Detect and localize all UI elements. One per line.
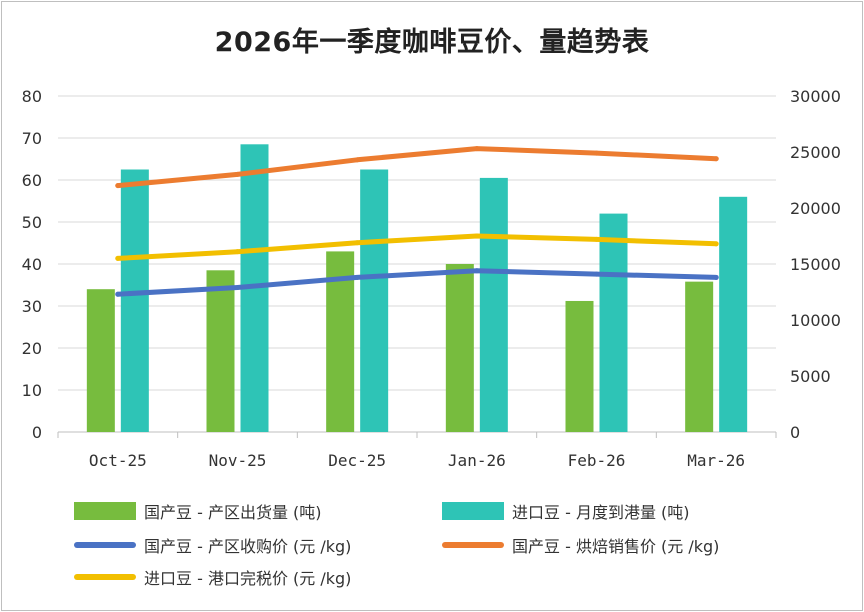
- line-point-s3-Dec-25: [354, 157, 360, 163]
- legend-label-domestic-roast-price: 国产豆 - 烘焙销售价 (元 /kg): [512, 537, 720, 556]
- y-left-tick-20: 20: [22, 339, 42, 358]
- line-point-s3-Mar-26: [713, 156, 719, 162]
- y-left-tick-60: 60: [22, 171, 42, 190]
- x-category-label-Mar-26: Mar-26: [687, 451, 745, 470]
- line-point-s3-Feb-26: [594, 150, 599, 156]
- legend-item-import-port-price: 进口豆 - 港口完税价 (元 /kg): [74, 565, 351, 589]
- bar-s0-Nov-25: [206, 270, 235, 432]
- line-point-s2-Feb-26: [594, 271, 599, 277]
- line-point-s3-Oct-25: [115, 183, 121, 189]
- bar-s0-Oct-25: [86, 289, 115, 432]
- y-right-tick-20000: 20000: [790, 199, 841, 218]
- line-point-s4-Jan-26: [474, 233, 480, 239]
- y-right-tick-10000: 10000: [790, 311, 841, 330]
- line-point-s3-Jan-26: [474, 146, 480, 152]
- bar-s1-Jan-26: [479, 177, 508, 432]
- line-series-3: [115, 146, 719, 189]
- line-point-s3-Nov-25: [235, 171, 240, 177]
- legend-label-domestic-purchase-price: 国产豆 - 产区收购价 (元 /kg): [144, 537, 352, 556]
- chart-title: 2026年一季度咖啡豆价、量趋势表: [214, 27, 650, 58]
- y-right-tick-15000: 15000: [790, 255, 841, 274]
- line-point-s2-Dec-25: [354, 274, 360, 280]
- legend-swatch-domestic-roast-price: [442, 542, 504, 548]
- line-point-s4-Oct-25: [115, 255, 121, 261]
- y-right-tick-30000: 30000: [790, 87, 841, 106]
- y-left-tick-50: 50: [22, 213, 42, 232]
- bar-s1-Dec-25: [360, 169, 389, 432]
- y-right-tick-0: 0: [790, 423, 800, 442]
- y-right-tick-5000: 5000: [790, 367, 831, 386]
- legend-swatch-domestic-purchase-price: [74, 542, 136, 548]
- line-point-s2-Oct-25: [115, 291, 121, 297]
- x-category-label-Feb-26: Feb-26: [568, 451, 626, 470]
- legend-item-domestic-purchase-price: 国产豆 - 产区收购价 (元 /kg): [74, 533, 351, 557]
- legend-swatch-import-arrival: [442, 502, 504, 520]
- line-point-s4-Nov-25: [235, 249, 240, 255]
- bar-s0-Feb-26: [565, 300, 594, 432]
- legend-swatch-import-port-price: [74, 574, 136, 580]
- line-series-2: [115, 268, 719, 297]
- y-left-tick-0: 0: [32, 423, 42, 442]
- legend-swatch-domestic-shipment: [74, 502, 136, 520]
- line-point-s2-Mar-26: [713, 274, 719, 280]
- y-left-tick-80: 80: [22, 87, 42, 106]
- bar-s0-Mar-26: [685, 281, 714, 432]
- bar-s1-Mar-26: [719, 196, 748, 432]
- y-left-tick-10: 10: [22, 381, 42, 400]
- legend-item-import-arrival: 进口豆 - 月度到港量 (吨): [442, 499, 690, 523]
- line-point-s4-Mar-26: [713, 241, 719, 247]
- bar-s0-Jan-26: [445, 264, 474, 432]
- x-category-label-Oct-25: Oct-25: [89, 451, 147, 470]
- bar-s1-Oct-25: [120, 169, 149, 432]
- y-left-tick-30: 30: [22, 297, 42, 316]
- y-left-tick-40: 40: [22, 255, 42, 274]
- line-point-s2-Nov-25: [235, 285, 240, 291]
- y-left-tick-70: 70: [22, 129, 42, 148]
- legend-item-domestic-roast-price: 国产豆 - 烘焙销售价 (元 /kg): [442, 533, 719, 557]
- legend-label-import-arrival: 进口豆 - 月度到港量 (吨): [512, 503, 690, 522]
- x-category-label-Jan-26: Jan-26: [448, 451, 506, 470]
- line-point-s2-Jan-26: [474, 268, 480, 274]
- line-point-s4-Dec-25: [354, 240, 360, 246]
- bar-s1-Feb-26: [599, 213, 628, 432]
- legend-label-domestic-shipment: 国产豆 - 产区出货量 (吨): [144, 503, 322, 522]
- y-right-tick-25000: 25000: [790, 143, 841, 162]
- legend-item-domestic-shipment: 国产豆 - 产区出货量 (吨): [74, 499, 322, 523]
- x-category-label-Dec-25: Dec-25: [328, 451, 386, 470]
- legend-label-import-port-price: 进口豆 - 港口完税价 (元 /kg): [144, 569, 352, 588]
- x-category-label-Nov-25: Nov-25: [209, 451, 267, 470]
- line-series-4: [115, 233, 719, 261]
- line-point-s4-Feb-26: [594, 236, 599, 242]
